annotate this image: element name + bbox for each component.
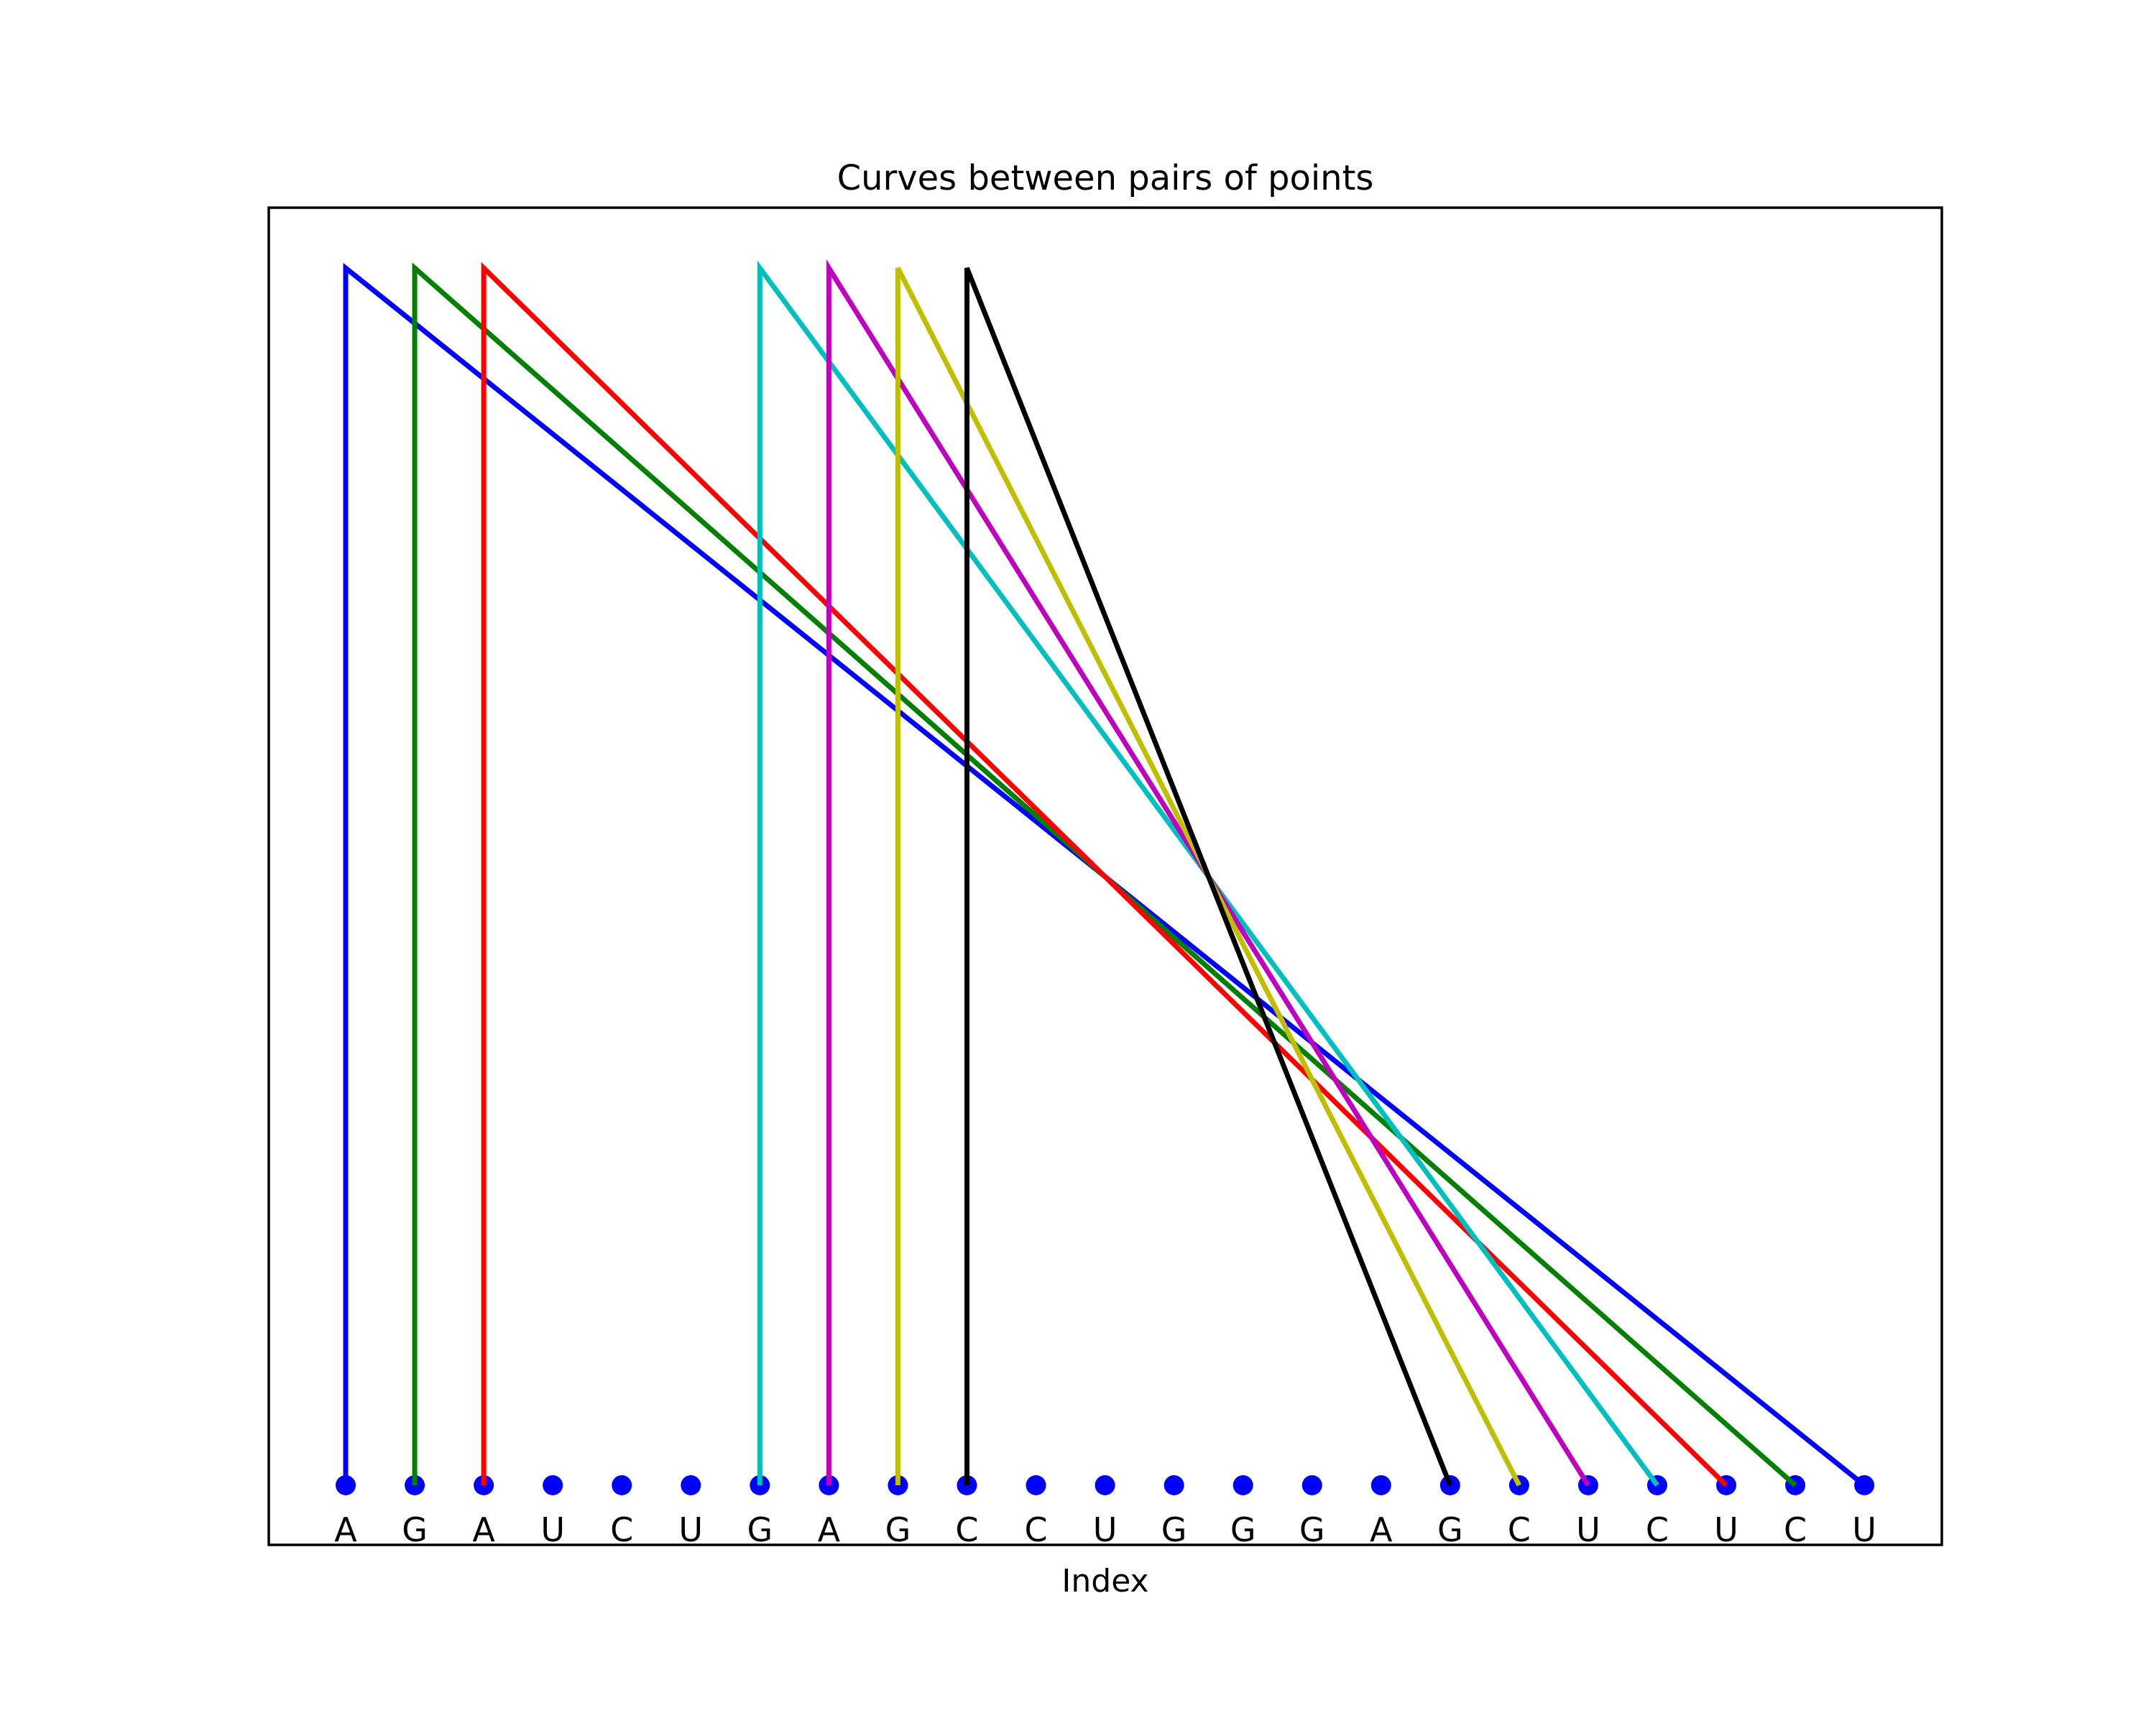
data-points [336,1475,1875,1495]
sequence-label: C [1646,1510,1669,1549]
chart-title: Curves between pairs of points [837,158,1374,198]
pair-line-black [964,267,1453,1487]
x-axis-label: Index [1061,1563,1148,1599]
data-point [612,1475,632,1495]
data-point [543,1475,563,1495]
sequence-label: U [1093,1510,1118,1549]
pair-line-magenta [826,259,1590,1487]
data-point [1095,1475,1115,1495]
data-point [1026,1475,1046,1495]
sequence-label: C [1508,1510,1531,1549]
sequence-label: A [818,1510,841,1549]
sequence-label: C [610,1510,633,1549]
sequence-label: A [472,1510,495,1549]
sequence-label: G [1299,1510,1325,1549]
data-point [1370,1475,1391,1495]
pair-lines [343,259,1866,1487]
sequence-label: G [747,1510,773,1549]
sequence-label: U [1576,1510,1600,1549]
data-point [1233,1475,1253,1495]
sequence-label: C [955,1510,978,1549]
pair-line-cyan [757,260,1659,1487]
sequence-label: G [1230,1510,1256,1549]
sequence-label: G [1437,1510,1463,1549]
sequence-label: U [1852,1510,1876,1549]
sequence-label: A [334,1510,357,1549]
sequence-label: C [1784,1510,1807,1549]
sequence-label: U [1714,1510,1738,1549]
sequence-label: G [885,1510,911,1549]
data-point [681,1475,701,1495]
sequence-label: A [1370,1510,1393,1549]
axes-frame [267,206,1943,1546]
sequence-label: U [678,1510,703,1549]
sequence-label: C [1024,1510,1047,1549]
pair-line-red [481,262,1728,1487]
sequence-label: G [1161,1510,1187,1549]
data-point [1164,1475,1184,1495]
sequence-label: G [402,1510,428,1549]
sequence-label: U [540,1510,565,1549]
pair-line-yellow [895,267,1521,1487]
data-point [1302,1475,1322,1495]
